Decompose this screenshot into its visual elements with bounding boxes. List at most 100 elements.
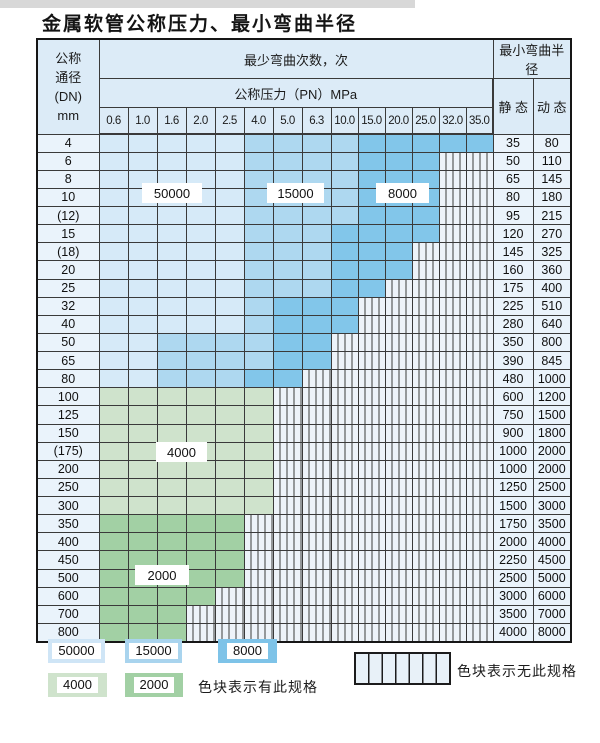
no-spec-cell [438,332,467,353]
spec-cell [411,224,440,244]
spec-cell [214,495,245,516]
spec-cell [98,278,129,298]
spec-cell [127,532,158,552]
no-spec-cell [438,242,467,262]
no-spec-cell [411,314,440,334]
spec-cell [384,242,413,262]
table-row: 65 390 845 [36,350,572,371]
pressure-column-header: 35.0 [465,107,494,135]
spec-cell [243,459,274,479]
spec-cell [127,350,158,371]
no-spec-cell [438,459,467,479]
no-spec-cell [465,405,494,425]
no-spec-cell [465,260,494,280]
no-spec-cell [465,568,494,588]
dn-cell: (12) [36,205,100,226]
no-spec-cell [330,369,359,389]
spec-cell [127,604,158,624]
no-spec-cell [357,314,386,334]
no-spec-cell [438,187,467,208]
dynamic-column-header: 动 态 [532,78,572,135]
no-spec-cell [330,514,359,534]
no-spec-cell [438,369,467,389]
dynamic-radius-cell: 5000 [532,568,572,588]
static-radius-cell: 175 [492,278,534,298]
static-radius-cell: 280 [492,314,534,334]
table-body: 4 35 80 6 50 110 8 65 145 10 80 180 (12) 95 215 15 120 27… [36,133,572,643]
spec-cell [384,260,413,280]
static-radius-cell: 1000 [492,441,534,461]
no-spec-cell [384,568,413,588]
no-spec-cell [330,459,359,479]
no-spec-cell [384,350,413,371]
dynamic-radius-cell: 2500 [532,477,572,498]
no-spec-cell [465,441,494,461]
spec-cell [384,151,413,171]
spec-table: 公称 通径 (DN) mm 最少弯曲次数，次 最小弯曲半径 公称压力（PN）MP… [36,38,572,643]
no-spec-cell [301,622,332,643]
no-spec-cell [243,532,274,552]
dn-header-line: mm [57,107,80,123]
static-radius-cell: 1000 [492,459,534,479]
no-spec-cell [465,604,494,624]
no-spec-cell [465,151,494,171]
no-spec-cell [301,568,332,588]
no-spec-cell [301,441,332,461]
static-radius-cell: 390 [492,350,534,371]
spec-cell [127,459,158,479]
spec-cell [98,314,129,334]
no-spec-cell [272,568,303,588]
dynamic-radius-cell: 7000 [532,604,572,624]
spec-cell [272,260,303,280]
no-spec-cell [357,532,386,552]
dynamic-radius-cell: 110 [532,151,572,171]
table-row: 15 120 270 [36,224,572,244]
static-radius-cell: 2000 [492,532,534,552]
no-spec-cell [411,260,440,280]
static-radius-cell: 225 [492,296,534,316]
no-spec-cell [465,314,494,334]
spec-cell [243,423,274,443]
no-spec-cell [411,568,440,588]
spec-cell [243,260,274,280]
spec-cell [127,242,158,262]
spec-cell [357,151,386,171]
no-spec-cell [438,405,467,425]
spec-cell [243,332,274,353]
spec-cell [214,514,245,534]
spec-cell [156,586,187,606]
no-spec-cell [411,604,440,624]
no-spec-cell [411,350,440,371]
no-spec-cell [243,604,274,624]
dynamic-radius-cell: 1200 [532,387,572,407]
spec-cell [243,151,274,171]
spec-cell [272,242,303,262]
dynamic-radius-cell: 325 [532,242,572,262]
pressure-header: 公称压力（PN）MPa [98,78,494,108]
spec-cell [156,387,187,407]
no-spec-cell [411,423,440,443]
table-row: 32 225 510 [36,296,572,316]
dn-header-line: (DN) [54,88,82,104]
spec-cell [185,224,216,244]
table-row: 20 160 360 [36,260,572,280]
spec-cell [301,260,332,280]
no-spec-cell [465,224,494,244]
spec-cell [243,495,274,516]
spec-cell [330,205,359,226]
no-spec-cell [214,604,245,624]
spec-cell [214,423,245,443]
spec-cell [98,133,129,153]
no-spec-cell [330,387,359,407]
no-spec-cell [411,622,440,643]
spec-cell [214,278,245,298]
no-spec-cell [465,205,494,226]
no-spec-cell [384,477,413,498]
no-spec-cell [330,350,359,371]
spec-cell [156,459,187,479]
no-spec-cell [272,441,303,461]
spec-cell [272,151,303,171]
dynamic-radius-cell: 3500 [532,514,572,534]
no-spec-cell [330,441,359,461]
